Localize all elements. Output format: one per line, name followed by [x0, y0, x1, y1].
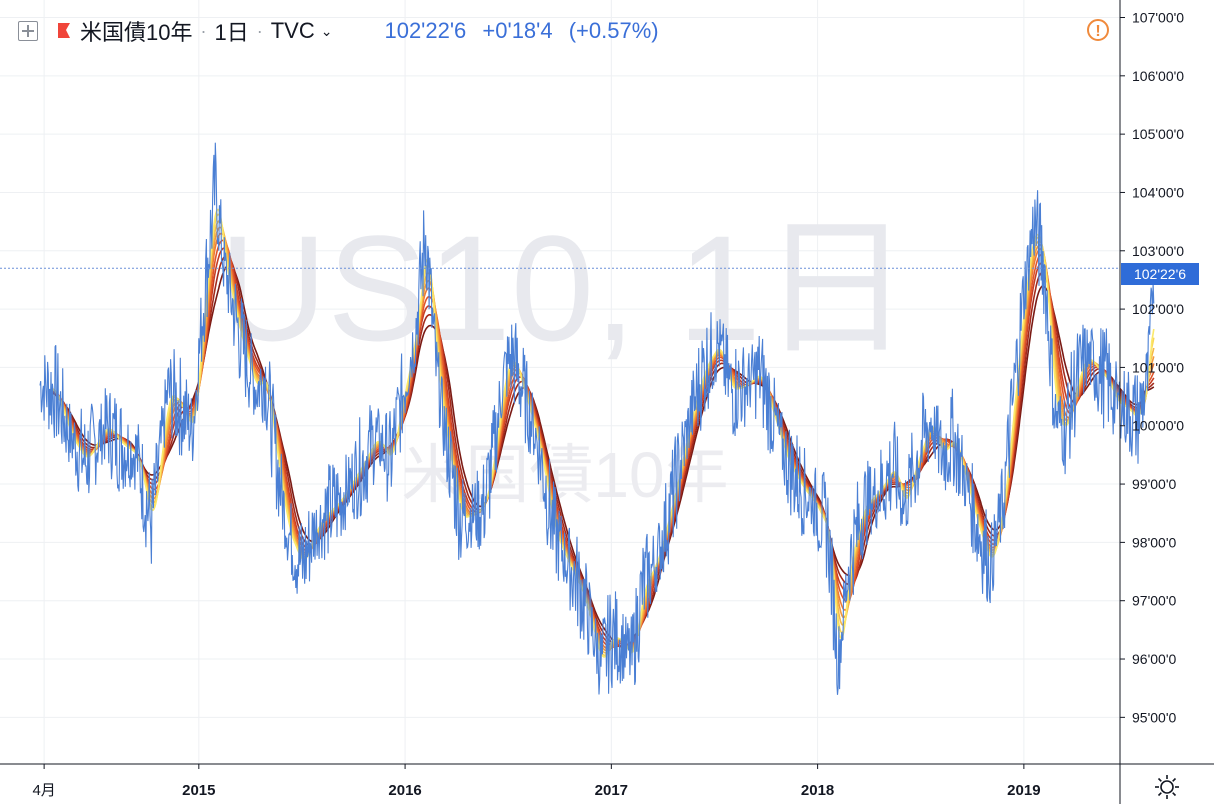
exchange-label[interactable]: TVC	[270, 18, 315, 43]
time-tick-label: 2019	[1007, 782, 1040, 799]
price-tick-label: 98'00'0	[1132, 534, 1176, 550]
symbol-name[interactable]: 米国債10年	[80, 20, 193, 45]
price-tick-label: 103'00'0	[1132, 243, 1184, 259]
watermark-symbol: US10, 1日	[219, 204, 911, 372]
alert-icon[interactable]: !	[1087, 19, 1109, 41]
legend-header: 米国債10年 · 1日 · TVC ⌄ 102'22'6 +0'18'4 (+0…	[18, 14, 669, 48]
time-tick-label: 2018	[801, 782, 834, 799]
watermark: US10, 1日 米国債10年	[219, 204, 911, 511]
interval-label[interactable]: 1日	[214, 20, 249, 45]
price-axis[interactable]: 107'00'0 106'00'0 105'00'0 104'00'0 103'00'0…	[1120, 9, 1184, 725]
last-price: 102'22'6	[384, 18, 467, 43]
separator-dot: ·	[200, 20, 207, 41]
price-series-line	[39, 142, 1155, 695]
price-tick-label: 100'00'0	[1132, 418, 1184, 434]
plus-box-icon[interactable]	[18, 21, 38, 41]
price-tick-label: 101'00'0	[1132, 359, 1184, 375]
price-change-percent: (+0.57%)	[568, 18, 659, 43]
price-tick-label: 104'00'0	[1132, 184, 1184, 200]
price-tick-label: 107'00'0	[1132, 9, 1184, 25]
time-tick-label: 2015	[182, 782, 215, 799]
gear-icon[interactable]	[1154, 774, 1180, 800]
price-tick-label: 96'00'0	[1132, 651, 1176, 667]
chevron-down-icon[interactable]: ⌄	[320, 22, 333, 39]
price-tick-label: 95'00'0	[1132, 709, 1176, 725]
time-tick-label: 2016	[388, 782, 421, 799]
price-tick-label: 105'00'0	[1132, 126, 1184, 142]
last-price-tag: 102'22'6	[1121, 263, 1199, 285]
price-tick-label: 97'00'0	[1132, 593, 1176, 609]
time-axis[interactable]: 4月 2015 2016 2017 2018 2019	[32, 764, 1041, 799]
price-tick-label: 99'00'0	[1132, 476, 1176, 492]
price-change: +0'18'4	[482, 18, 553, 43]
quote-values: 102'22'6 +0'18'4 (+0.57%)	[384, 18, 668, 44]
time-tick-label: 2017	[595, 782, 628, 799]
separator-dot: ·	[256, 20, 263, 41]
flag-icon[interactable]	[56, 21, 72, 41]
price-tick-label: 102'00'0	[1132, 301, 1184, 317]
time-tick-label: 4月	[32, 782, 55, 799]
price-tick-label: 106'00'0	[1132, 68, 1184, 84]
